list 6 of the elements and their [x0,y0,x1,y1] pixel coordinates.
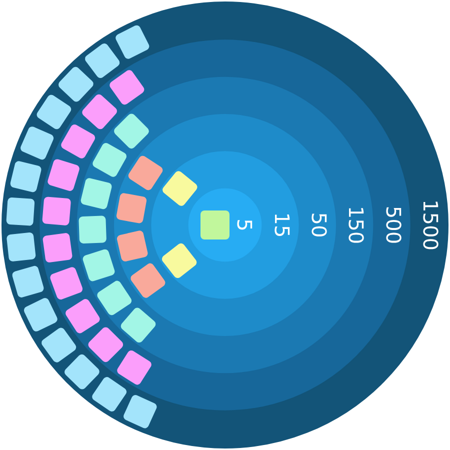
data-label: 50 [306,212,331,238]
data-label: 500 [381,206,406,244]
data-label: 15 [270,212,294,238]
data-label: 150 [344,206,368,244]
data-label: 5 [232,218,257,232]
data-label: 1500 [418,200,442,250]
